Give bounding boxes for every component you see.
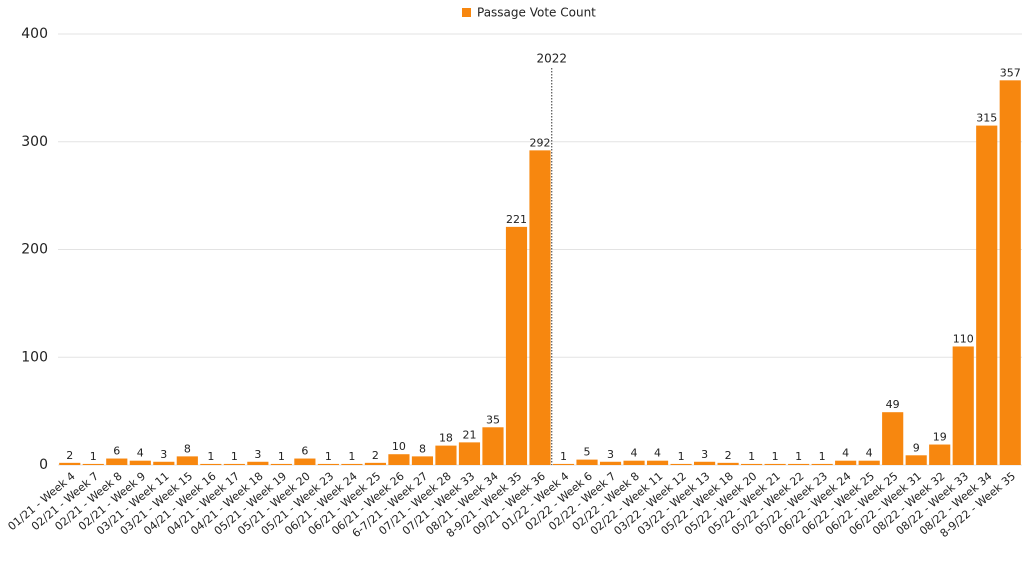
bar (858, 460, 880, 465)
data-label: 1 (348, 450, 355, 463)
data-label: 1 (560, 450, 567, 463)
bar (176, 456, 198, 465)
data-label: 4 (137, 447, 144, 460)
bar (929, 444, 951, 465)
data-label: 292 (530, 136, 551, 149)
bar (952, 346, 974, 465)
data-label: 21 (462, 428, 476, 441)
bar (153, 461, 175, 465)
data-label: 3 (254, 448, 261, 461)
bar (388, 454, 410, 465)
bar (576, 459, 598, 465)
annotation: 2022 (536, 52, 567, 66)
legend-swatch (462, 8, 471, 17)
data-label: 1 (748, 450, 755, 463)
data-label: 1 (278, 450, 285, 463)
bar (976, 125, 998, 466)
bar (129, 460, 151, 465)
bar (435, 445, 457, 465)
data-label: 315 (976, 112, 997, 125)
bar (411, 456, 434, 465)
y-tick-label: 200 (21, 242, 48, 258)
data-label: 1 (772, 450, 779, 463)
data-label: 4 (866, 447, 873, 460)
data-label: 1 (231, 450, 238, 463)
data-label: 3 (701, 448, 708, 461)
bar (764, 463, 786, 465)
bar (247, 461, 269, 465)
bar (529, 150, 551, 465)
bar (341, 463, 363, 465)
bar (59, 462, 81, 465)
data-label: 6 (301, 445, 308, 458)
data-label: 110 (953, 332, 974, 345)
bar (599, 461, 622, 465)
data-label: 1 (207, 450, 214, 463)
bar (811, 463, 833, 465)
bar (670, 463, 692, 465)
bar (505, 226, 528, 465)
data-label: 4 (842, 447, 849, 460)
bar (317, 463, 339, 465)
bar (646, 460, 669, 465)
data-label: 18 (439, 432, 453, 445)
bar (694, 461, 716, 465)
data-label: 49 (886, 398, 900, 411)
data-label: 1 (678, 450, 685, 463)
data-label: 5 (584, 446, 591, 459)
data-label: 1 (795, 450, 802, 463)
data-label: 1 (325, 450, 332, 463)
bar (482, 427, 504, 465)
data-label: 10 (392, 440, 406, 453)
data-label: 6 (113, 445, 120, 458)
bar (270, 463, 292, 465)
data-label: 8 (184, 442, 191, 455)
bar (999, 80, 1021, 466)
bar (882, 412, 904, 465)
bar (223, 463, 245, 465)
legend-label: Passage Vote Count (477, 6, 596, 20)
bar (200, 463, 222, 465)
bar (82, 463, 104, 465)
data-label: 1 (819, 450, 826, 463)
data-label: 2 (372, 449, 379, 462)
bar (294, 458, 316, 465)
bar (458, 442, 481, 465)
bar (788, 463, 810, 465)
y-tick-label: 400 (21, 26, 48, 42)
data-label: 221 (506, 213, 527, 226)
data-label: 4 (631, 447, 638, 460)
bar (835, 460, 857, 465)
bar (552, 463, 575, 465)
data-label: 3 (160, 448, 167, 461)
data-label: 2 (725, 449, 732, 462)
bar (741, 463, 763, 465)
bar (623, 460, 645, 465)
data-label: 3 (607, 448, 614, 461)
data-label: 8 (419, 442, 426, 455)
data-label: 4 (654, 447, 661, 460)
bar (106, 458, 128, 465)
data-label: 1 (90, 450, 97, 463)
data-label: 2 (66, 449, 73, 462)
bar (905, 455, 927, 465)
y-tick-label: 100 (21, 349, 48, 365)
y-tick-label: 300 (21, 134, 48, 150)
bar (364, 462, 386, 465)
data-label: 35 (486, 413, 500, 426)
y-tick-label: 0 (39, 457, 48, 473)
bar (717, 462, 739, 465)
data-label: 9 (913, 441, 920, 454)
data-label: 357 (1000, 66, 1021, 79)
data-label: 19 (933, 431, 947, 444)
